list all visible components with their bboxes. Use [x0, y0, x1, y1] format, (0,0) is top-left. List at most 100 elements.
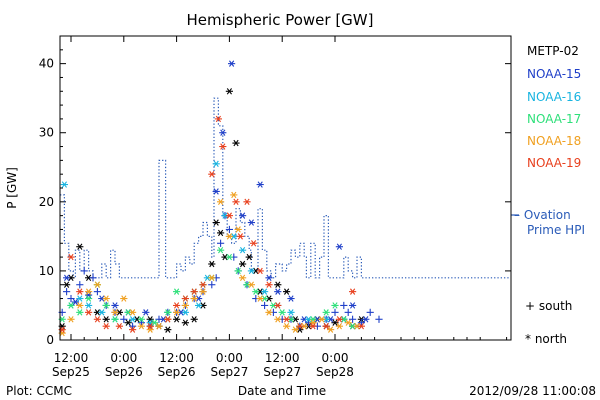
- data-point-noaa-16: [129, 316, 137, 323]
- footer-timestamp: 2012/09/28 11:00:08: [469, 384, 596, 398]
- data-point-noaa-17: [225, 253, 233, 261]
- legend-marker-south: + south: [525, 299, 572, 313]
- data-point-noaa-18: [283, 322, 291, 330]
- data-point-noaa-19: [129, 326, 137, 333]
- data-point-noaa-15-north: [362, 316, 370, 323]
- y-tick-label: 0: [46, 333, 54, 347]
- data-point-noaa-19: [349, 288, 357, 295]
- data-point-noaa-18: [247, 281, 255, 288]
- data-point-noaa-16: [181, 309, 189, 316]
- data-point-metp-02: [173, 316, 181, 323]
- data-point-noaa-19: [322, 322, 330, 330]
- data-point-noaa-15-north: [111, 302, 119, 309]
- data-point-noaa-18: [217, 198, 225, 206]
- data-point-noaa-15: [208, 281, 216, 289]
- data-point-noaa-19: [85, 309, 93, 316]
- data-point-noaa-19: [250, 240, 258, 247]
- data-point-noaa-16: [212, 160, 220, 168]
- data-point-noaa-19: [296, 322, 304, 330]
- data-point-noaa-15: [63, 288, 71, 296]
- data-point-metp-02: [190, 316, 198, 323]
- data-point-noaa-15: [129, 322, 137, 330]
- data-point-noaa-15: [89, 274, 97, 282]
- data-point-noaa-18: [234, 226, 242, 233]
- data-point-noaa-19: [173, 302, 181, 309]
- legend-ovation-line1: – Ovation: [514, 208, 571, 222]
- data-point-metp-02: [208, 260, 216, 268]
- y-tick-label: 10: [39, 264, 54, 278]
- data-point-noaa-15: [76, 281, 84, 289]
- legend-ovation-line2: Prime HPI: [527, 223, 585, 237]
- data-point-metp-02: [124, 319, 132, 326]
- data-point-metp-02: [164, 326, 172, 333]
- data-point-noaa-18: [102, 295, 110, 302]
- data-point-noaa-15-north: [335, 243, 343, 250]
- data-point-noaa-17: [322, 309, 330, 316]
- data-point-noaa-15-north: [85, 291, 93, 299]
- data-point-noaa-17: [151, 319, 159, 326]
- x-tick-time-label: 12:00: [54, 351, 89, 365]
- data-point-noaa-19: [225, 212, 233, 219]
- data-point-noaa-18: [208, 274, 216, 282]
- data-point-noaa-19: [214, 115, 222, 123]
- data-point-noaa-18: [155, 322, 163, 330]
- data-point-noaa-19: [190, 288, 198, 295]
- data-point-noaa-18: [291, 326, 299, 333]
- data-point-noaa-15: [93, 288, 101, 296]
- data-point-noaa-19: [357, 322, 365, 330]
- data-point-noaa-15-north: [63, 274, 71, 282]
- data-point-noaa-17: [137, 316, 145, 323]
- data-point-noaa-18: [344, 319, 352, 326]
- data-point-noaa-16: [98, 309, 106, 316]
- x-tick-date-label: Sep26: [105, 365, 143, 379]
- data-point-metp-02: [245, 253, 253, 261]
- data-point-noaa-15-north: [228, 60, 236, 67]
- data-point-noaa-19: [102, 322, 110, 330]
- data-point-noaa-19: [243, 198, 251, 206]
- data-point-metp-02: [232, 139, 240, 147]
- x-tick-time-label: 12:00: [159, 351, 194, 365]
- data-point-noaa-19: [181, 295, 189, 302]
- data-point-noaa-15-north: [219, 129, 227, 136]
- x-tick-date-label: Sep26: [158, 365, 196, 379]
- data-point-noaa-17: [85, 295, 93, 302]
- x-tick-date-label: Sep28: [316, 365, 354, 379]
- data-point-noaa-16: [239, 246, 247, 254]
- x-tick-time-label: 12:00: [265, 351, 300, 365]
- data-point-noaa-19: [309, 322, 317, 330]
- data-point-noaa-18: [129, 309, 137, 316]
- legend-item-noaa-17: NOAA-17: [527, 112, 581, 126]
- data-point-noaa-16: [247, 267, 255, 275]
- data-point-noaa-18: [265, 309, 273, 316]
- data-point-noaa-15: [137, 319, 145, 327]
- data-point-noaa-18: [256, 295, 264, 302]
- data-point-noaa-18: [327, 326, 335, 333]
- data-point-noaa-18: [239, 274, 247, 282]
- data-point-noaa-16: [195, 302, 203, 309]
- data-point-noaa-18: [190, 295, 198, 302]
- data-point-noaa-17: [252, 288, 260, 295]
- data-point-noaa-18: [181, 302, 189, 309]
- data-point-noaa-19: [335, 316, 343, 323]
- data-point-noaa-15-north: [265, 274, 273, 282]
- data-point-noaa-15: [80, 267, 88, 275]
- data-point-noaa-19: [232, 198, 240, 206]
- data-point-noaa-16: [76, 295, 84, 302]
- y-tick-label: 40: [39, 57, 54, 71]
- legend-item-noaa-18: NOAA-18: [527, 134, 581, 148]
- data-point-metp-02: [283, 288, 291, 295]
- x-tick-date-label: Sep27: [210, 365, 248, 379]
- data-point-metp-02: [102, 316, 110, 323]
- y-tick-label: 30: [39, 126, 54, 140]
- data-point-noaa-15: [217, 239, 225, 247]
- data-point-metp-02: [331, 319, 339, 326]
- data-point-noaa-19: [274, 302, 282, 309]
- data-point-noaa-19: [236, 233, 244, 240]
- data-point-noaa-15-north: [256, 181, 264, 188]
- data-point-noaa-18: [85, 288, 93, 295]
- data-point-noaa-17: [102, 302, 110, 309]
- data-point-noaa-15-north: [142, 309, 150, 316]
- data-point-noaa-15: [344, 308, 352, 316]
- data-point-metp-02: [217, 229, 225, 237]
- data-point-noaa-15: [366, 308, 374, 316]
